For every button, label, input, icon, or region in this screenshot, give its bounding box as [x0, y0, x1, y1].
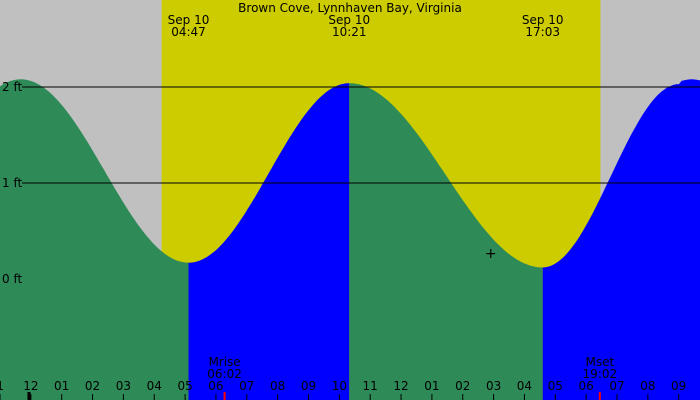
x-tick-label: 03	[486, 379, 501, 393]
tide-areas	[0, 79, 700, 400]
x-tick-label: 02	[85, 379, 100, 393]
falling-tide-area	[0, 79, 189, 400]
rising-tide-area	[542, 79, 700, 400]
tide-event-date: Sep 10	[328, 13, 370, 27]
x-tick-label: 02	[455, 379, 470, 393]
x-tick-label: 1	[0, 379, 4, 393]
moon-event-time: 06:02	[207, 367, 242, 381]
x-tick-label: 04	[517, 379, 532, 393]
x-tick-label: 08	[640, 379, 655, 393]
tide-event-time: 04:47	[171, 25, 206, 39]
x-tick-label: 09	[301, 379, 316, 393]
tide-event-date: Sep 10	[522, 13, 564, 27]
x-tick-label: 03	[116, 379, 131, 393]
x-tick-label: 07	[609, 379, 624, 393]
y-tick-label: 1 ft	[2, 176, 22, 190]
rising-tide-area	[188, 83, 350, 400]
grid-lines	[22, 86, 700, 184]
falling-tide-area	[349, 83, 543, 400]
x-tick-label: 12	[393, 379, 408, 393]
y-axis-labels: 0 ft 1 ft 2 ft	[2, 80, 22, 286]
x-tick-label: 12	[23, 379, 38, 393]
x-tick-label: 09	[671, 379, 686, 393]
x-tick-label: 01	[424, 379, 439, 393]
current-time-marker-symbol: +	[485, 246, 497, 262]
tide-event-date: Sep 10	[168, 13, 210, 27]
x-tick-label: 07	[239, 379, 254, 393]
x-tick-label: 04	[147, 379, 162, 393]
x-tick-label: 01	[54, 379, 69, 393]
x-tick-label: 08	[270, 379, 285, 393]
x-tick-label: 11	[363, 379, 378, 393]
tide-event-time: 17:03	[525, 25, 560, 39]
x-tick-label: 05	[548, 379, 563, 393]
chart-title: Brown Cove, Lynnhaven Bay, Virginia	[238, 1, 462, 15]
x-tick-label: 06	[579, 379, 594, 393]
x-tick-label: 10	[332, 379, 347, 393]
x-tick-label: 06	[208, 379, 223, 393]
x-tick-label: 05	[177, 379, 192, 393]
moon-event-name: Mrise	[208, 355, 240, 369]
y-tick-label: 2 ft	[2, 80, 22, 94]
moon-event-time: 19:02	[583, 367, 618, 381]
x-axis: 1 12 01 02 03 04 05 06 07 08 09 10 11 12 01 02 03 04 05 06 0…	[0, 379, 686, 400]
y-tick-label: 0 ft	[2, 272, 22, 286]
moon-event-name: Mset	[585, 355, 614, 369]
tide-event-time: 10:21	[332, 25, 367, 39]
current-time-marker: +	[485, 246, 497, 262]
